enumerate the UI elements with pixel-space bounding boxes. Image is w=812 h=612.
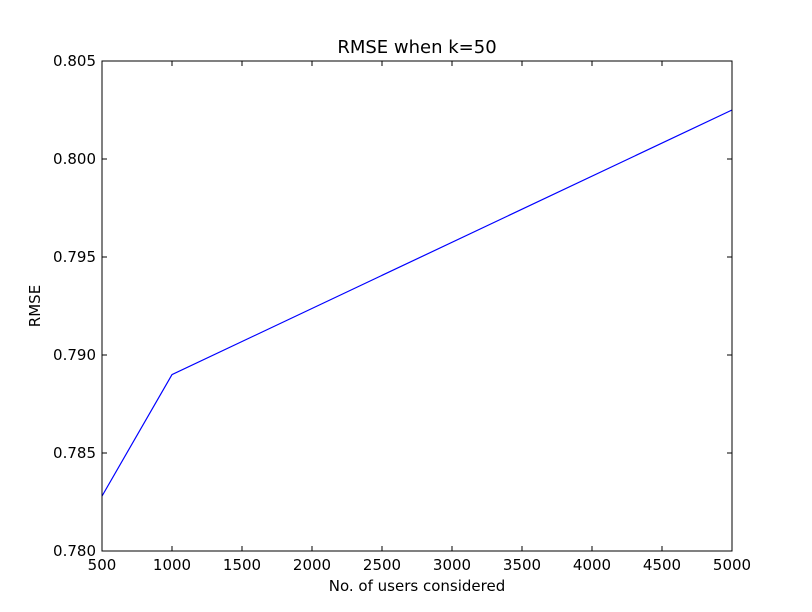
- series-line-0: [101, 109, 733, 497]
- y-tick-label: 0.780: [53, 542, 96, 560]
- plot-frame: [101, 60, 733, 552]
- y-tick-label: 0.795: [53, 248, 96, 266]
- y-tick-label: 0.800: [53, 150, 96, 168]
- x-tick-label: 500: [88, 556, 117, 574]
- x-tick-label: 2500: [363, 556, 401, 574]
- x-tick-label: 1500: [223, 556, 261, 574]
- x-tick-label: 4500: [643, 556, 681, 574]
- y-tick-label: 0.785: [53, 444, 96, 462]
- x-tick-label: 5000: [713, 556, 751, 574]
- y-axis: 0.780 0.785 0.790 0.795 0.800 0.805: [53, 52, 732, 560]
- series-layer: [101, 109, 733, 497]
- x-axis: 500 1000 1500 2000 2500 3000 3500 4000 4500 5000: [88, 61, 751, 574]
- y-tick-label: 0.790: [53, 346, 96, 364]
- x-tick-label: 3500: [503, 556, 541, 574]
- x-axis-title: No. of users considered: [329, 577, 505, 595]
- y-axis-title: RMSE: [26, 285, 44, 327]
- x-tick-label: 1000: [153, 556, 191, 574]
- x-tick-label: 2000: [293, 556, 331, 574]
- chart-title: RMSE when k=50: [337, 37, 496, 58]
- x-tick-label: 3000: [433, 556, 471, 574]
- x-tick-label: 4000: [573, 556, 611, 574]
- y-tick-label: 0.805: [53, 52, 96, 70]
